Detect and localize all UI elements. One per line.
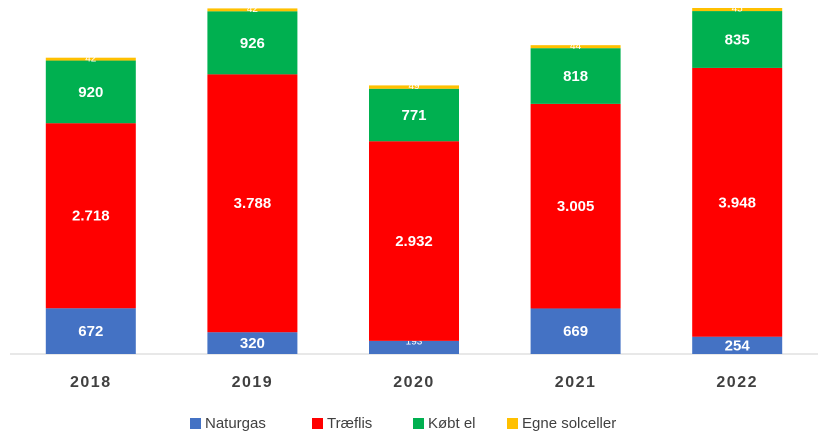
data-label: 920 [78, 84, 103, 101]
bar-segment [45, 308, 136, 354]
bar-segment [369, 141, 459, 341]
bar-segment [369, 88, 459, 142]
x-tick-label: 2018 [70, 374, 112, 391]
data-label: 193 [406, 337, 423, 348]
data-label: 42 [85, 53, 97, 64]
bar-segment [530, 45, 621, 49]
bar-segment [369, 85, 459, 89]
legend-label: Egne solceller [522, 415, 616, 432]
legend-swatch [190, 418, 201, 429]
x-tick-label: 2020 [393, 374, 435, 391]
data-label: 818 [563, 68, 588, 85]
data-label: 835 [725, 31, 750, 48]
legend-label: Naturgas [205, 415, 266, 432]
bar-segment [692, 8, 783, 12]
data-label: 2.718 [72, 208, 110, 225]
data-label: 3.788 [234, 195, 272, 212]
bar-segment [45, 60, 136, 124]
bar-segment [692, 336, 783, 354]
bar-segment [692, 67, 783, 337]
bar-segment [530, 308, 621, 354]
bar-segment [530, 48, 621, 104]
data-label: 672 [78, 323, 103, 340]
legend-label: Træflis [327, 415, 372, 432]
data-label: 49 [408, 81, 420, 92]
data-label: 669 [563, 323, 588, 340]
bar-segment [207, 8, 298, 12]
x-tick-label: 2021 [555, 374, 597, 391]
bar-segment [45, 123, 136, 309]
bar-segment [692, 11, 783, 68]
data-label: 3.948 [718, 194, 756, 211]
bar-segment [207, 332, 298, 354]
data-label: 320 [240, 335, 265, 352]
legend-label: Købt el [428, 415, 476, 432]
bar-segment [207, 74, 298, 333]
bar-segment [530, 103, 621, 309]
legend-swatch [507, 418, 518, 429]
bar-segment [45, 57, 136, 61]
x-tick-label: 2019 [232, 374, 274, 391]
bar-segment [207, 11, 298, 75]
data-label: 771 [401, 107, 426, 124]
legend-swatch [413, 418, 424, 429]
data-label: 44 [570, 41, 582, 52]
legend-swatch [312, 418, 323, 429]
x-tick-label: 2022 [716, 374, 758, 391]
data-label: 3.005 [557, 198, 595, 215]
data-label: 926 [240, 35, 265, 52]
bar-segment [369, 340, 459, 354]
data-label: 254 [725, 337, 751, 354]
data-label: 42 [247, 4, 259, 15]
data-label: 45 [732, 4, 744, 15]
data-label: 2.932 [395, 233, 433, 250]
